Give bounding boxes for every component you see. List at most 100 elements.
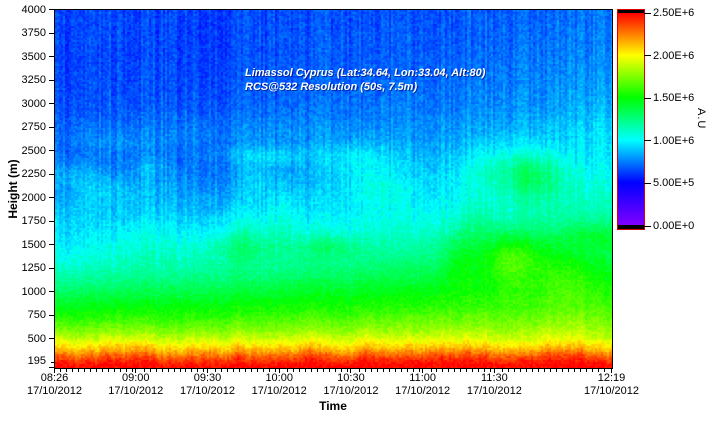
x-axis-minor-tick <box>316 369 318 372</box>
y-tick-label: 1500 <box>21 238 46 251</box>
x-axis-minor-tick <box>597 369 599 372</box>
x-axis-minor-tick <box>556 369 558 372</box>
y-axis-major-tick <box>49 173 54 175</box>
x-axis-minor-tick <box>322 369 324 372</box>
x-axis-minor-tick <box>245 369 247 372</box>
x-axis-minor-tick <box>591 369 593 372</box>
x-axis-minor-tick <box>293 369 295 372</box>
x-axis-minor-tick <box>567 369 569 372</box>
x-axis-minor-tick <box>514 369 516 372</box>
x-axis-minor-tick <box>77 369 79 372</box>
x-axis-title: Time <box>319 399 347 413</box>
y-axis-major-tick <box>49 338 54 340</box>
x-tick-label-date: 17/10/2012 <box>395 385 451 397</box>
y-tick-label: 3750 <box>21 27 46 40</box>
x-axis-minor-tick <box>484 369 486 372</box>
colorbar-tick <box>644 225 651 227</box>
x-axis-minor-tick <box>490 369 492 372</box>
x-axis-minor-tick <box>299 369 301 372</box>
x-tick-label-date: 17/10/2012 <box>251 385 307 397</box>
x-axis-minor-tick <box>101 369 103 372</box>
x-axis-minor-tick <box>508 369 510 372</box>
x-axis-minor-tick <box>161 369 163 372</box>
y-tick-label: 195 <box>27 355 46 367</box>
x-axis-minor-tick <box>113 369 115 372</box>
colorbar-tick-label: 2.00E+6 <box>653 49 695 62</box>
y-axis-minor-tick <box>51 361 54 363</box>
x-axis-minor-tick <box>400 369 402 372</box>
x-axis-minor-tick <box>215 369 217 372</box>
x-axis-minor-tick <box>310 369 312 372</box>
x-axis-minor-tick <box>328 369 330 372</box>
y-axis-major-tick <box>49 197 54 199</box>
x-axis-minor-tick <box>185 369 187 372</box>
y-axis-major-tick <box>49 367 54 368</box>
x-axis-minor-tick <box>155 369 157 372</box>
y-axis-major-tick <box>49 150 54 152</box>
x-axis-minor-tick <box>251 369 253 372</box>
x-axis-major-tick <box>611 369 612 373</box>
x-axis-minor-tick <box>394 369 396 372</box>
x-axis-minor-tick <box>538 369 540 372</box>
colorbar-tick-label: 1.50E+6 <box>653 92 695 105</box>
x-axis-minor-tick <box>287 369 289 372</box>
x-axis-minor-tick <box>191 369 193 372</box>
x-axis-minor-tick <box>573 369 575 372</box>
x-axis-minor-tick <box>579 369 581 372</box>
x-tick-label-time: 08:26 <box>40 372 69 384</box>
y-axis-major-tick <box>49 291 54 293</box>
x-tick-label-time: 11:00 <box>409 372 436 384</box>
y-axis-major-tick <box>49 314 54 316</box>
x-axis-minor-tick <box>472 369 474 372</box>
x-axis-minor-tick <box>430 369 432 372</box>
x-axis-minor-tick <box>269 369 271 372</box>
x-axis-minor-tick <box>388 369 390 372</box>
x-tick-label-date: 17/10/2012 <box>179 385 236 397</box>
x-axis-minor-tick <box>167 369 169 372</box>
x-axis-minor-tick <box>358 369 360 372</box>
y-axis-major-tick <box>49 32 54 34</box>
x-axis-minor-tick <box>340 369 342 372</box>
colorbar-tick-label: 1.00E+6 <box>653 134 695 147</box>
x-axis-minor-tick <box>59 369 61 372</box>
x-axis-minor-tick <box>89 369 91 372</box>
x-axis-minor-tick <box>179 369 181 372</box>
y-tick-label: 1750 <box>21 215 46 228</box>
x-axis-minor-tick <box>257 369 259 372</box>
x-axis-minor-tick <box>526 369 528 372</box>
y-tick-label: 2500 <box>21 144 46 157</box>
x-axis-minor-tick <box>239 369 241 372</box>
x-axis-minor-tick <box>203 369 205 372</box>
x-axis-minor-tick <box>442 369 444 372</box>
x-axis-minor-tick <box>233 369 235 372</box>
x-axis-minor-tick <box>370 369 372 372</box>
colorbar-gradient <box>618 13 644 225</box>
x-axis-major-tick <box>54 369 55 373</box>
x-axis-minor-tick <box>173 369 175 372</box>
x-tick-label-time: 10:30 <box>337 372 365 384</box>
x-axis-major-tick <box>206 369 208 373</box>
x-axis-minor-tick <box>143 369 145 372</box>
x-axis-minor-tick <box>95 369 97 372</box>
colorbar-bottom-cap <box>618 225 644 229</box>
y-tick-label: 3000 <box>21 97 46 110</box>
colorbar-tick-label: 5.00E+5 <box>653 177 695 190</box>
y-tick-label: 3250 <box>21 74 46 87</box>
y-tick-label: 2250 <box>21 168 46 181</box>
colorbar-tick <box>644 182 651 184</box>
y-axis-major-tick <box>49 79 54 81</box>
colorbar-tick <box>644 97 651 99</box>
x-axis-minor-tick <box>221 369 223 372</box>
y-tick-label: 3500 <box>21 50 46 63</box>
x-axis-minor-tick <box>532 369 534 372</box>
x-axis-minor-tick <box>125 369 127 372</box>
x-axis-minor-tick <box>71 369 73 372</box>
x-tick-label-date: 17/10/2012 <box>26 385 83 397</box>
x-axis-minor-tick <box>149 369 151 372</box>
x-axis-minor-tick <box>334 369 336 372</box>
x-axis-minor-tick <box>466 369 468 372</box>
x-axis-minor-tick <box>544 369 546 372</box>
heatmap-plot-area: Limassol Cyprus (Lat:34.64, Lon:33.04, A… <box>54 9 613 369</box>
x-tick-label-time: 10:00 <box>265 372 293 384</box>
